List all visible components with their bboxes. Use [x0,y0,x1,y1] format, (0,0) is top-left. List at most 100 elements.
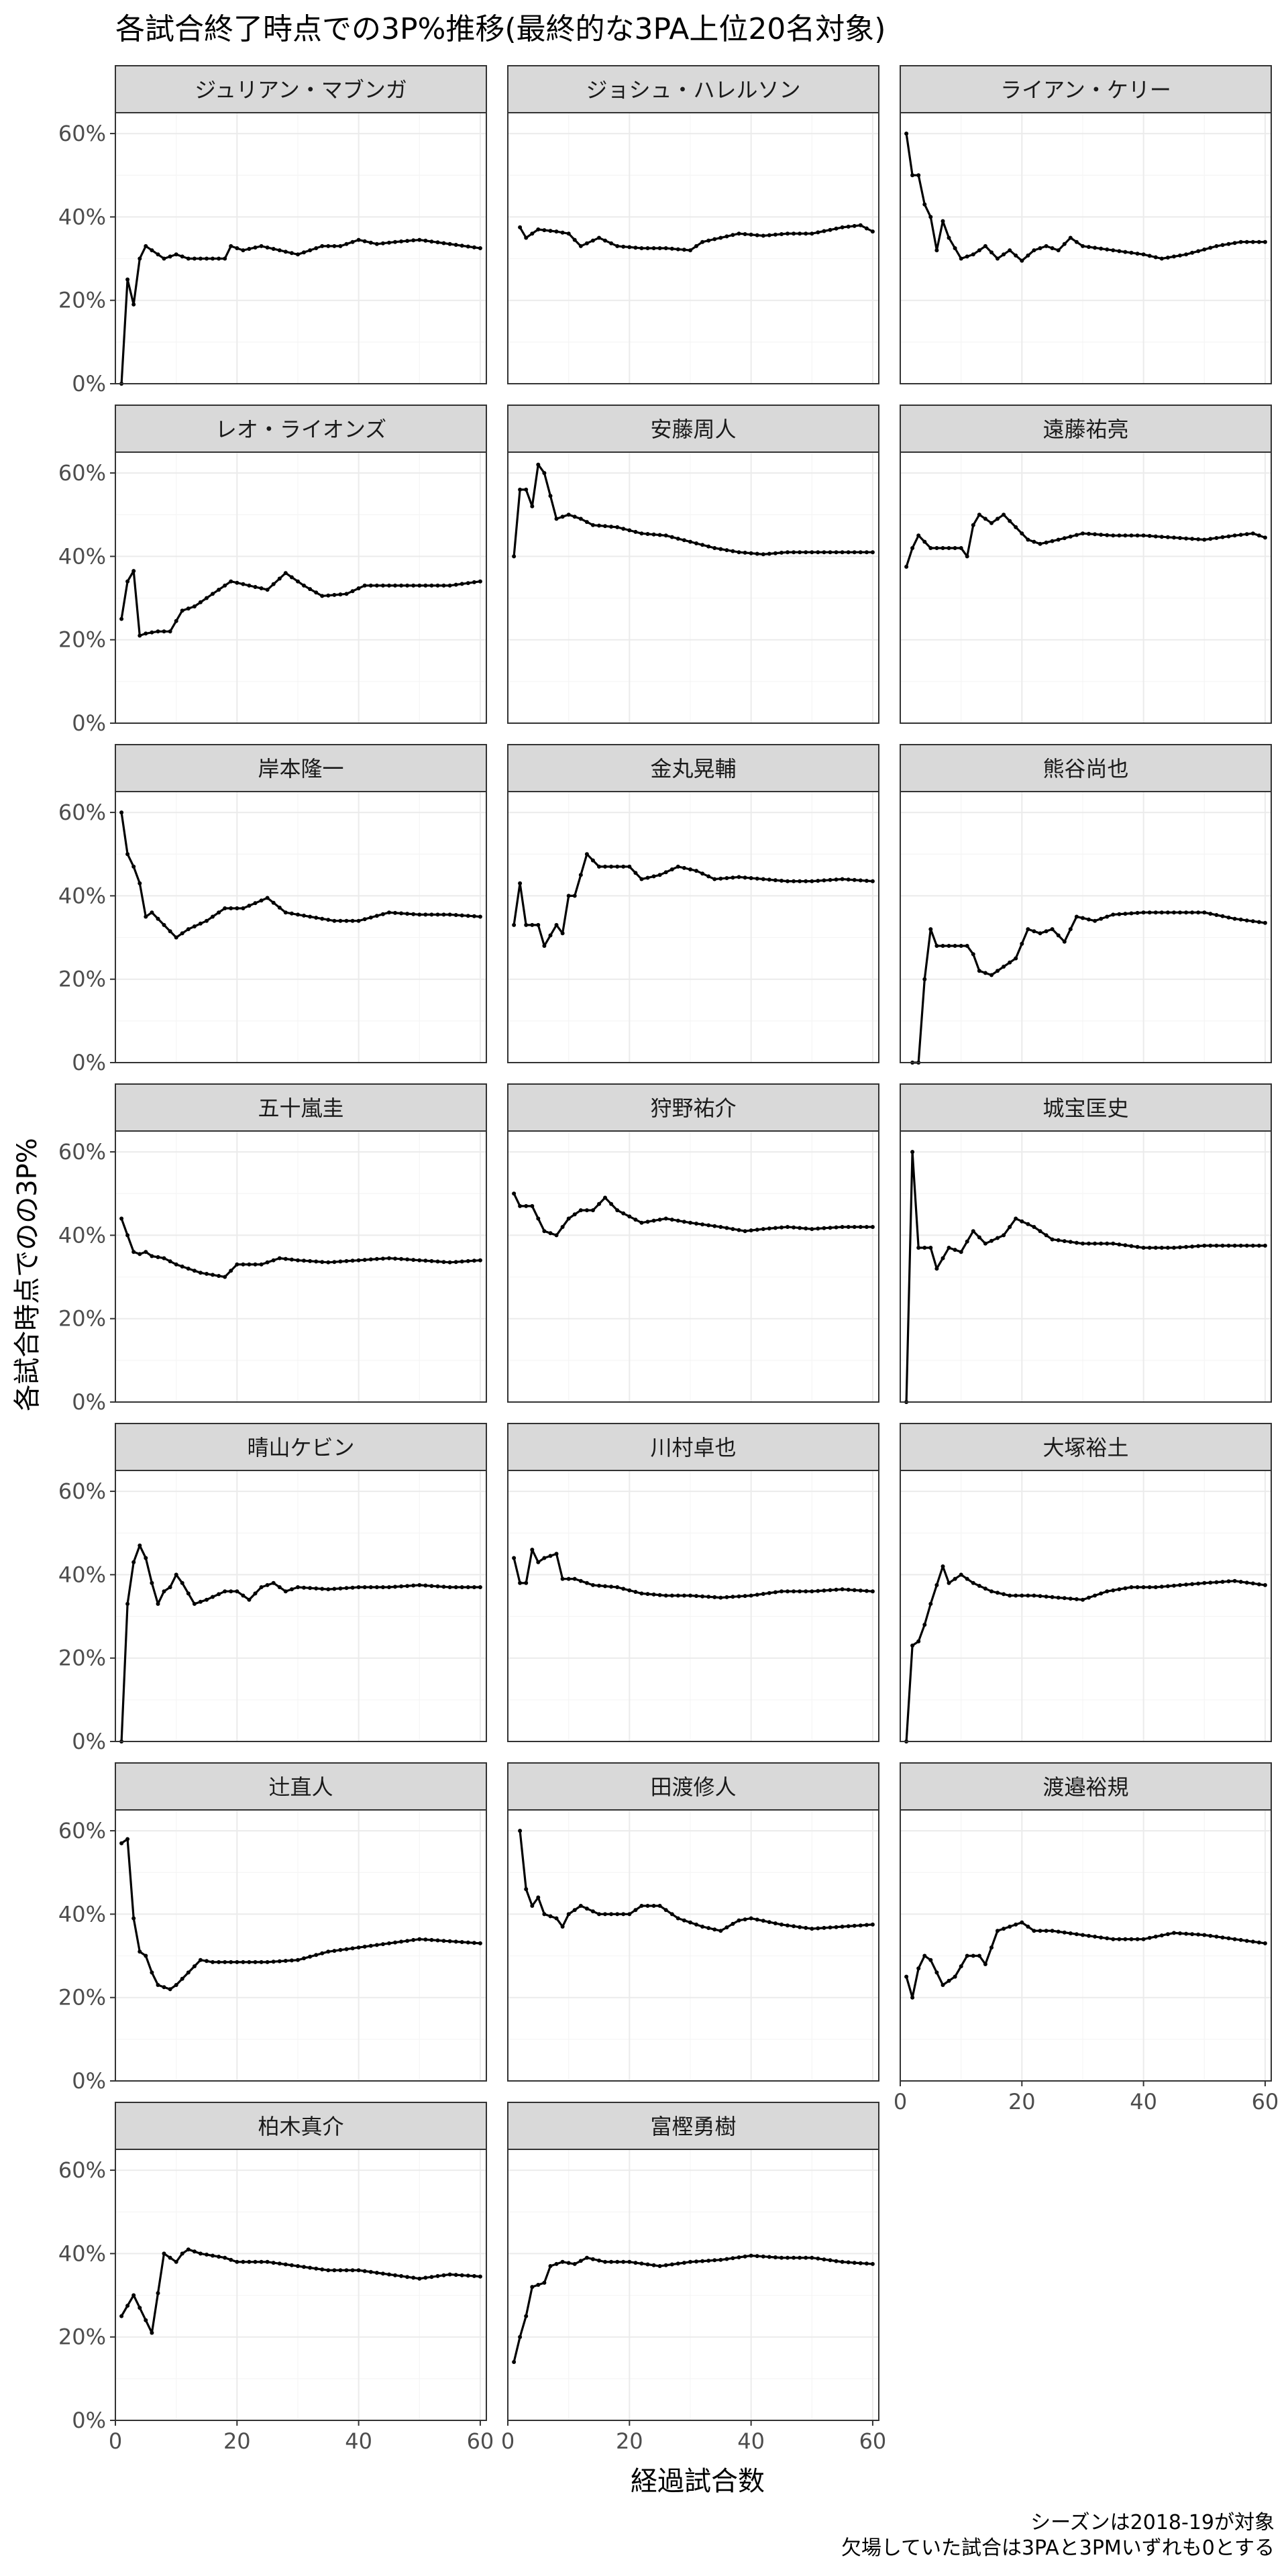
panel-border [507,1130,879,1403]
data-point [694,869,698,873]
data-point [1135,252,1140,256]
data-point [223,1275,227,1279]
data-point [1002,1927,1006,1931]
data-point [731,875,735,880]
data-point [724,1226,729,1230]
data-point [338,592,343,597]
data-point [229,579,233,584]
x-tick-label: 60 [467,2428,494,2454]
panel-border [900,112,1272,384]
data-point [615,1585,620,1589]
facet-panel: 狩野祐介 [507,1083,879,1403]
data-point [393,583,397,588]
data-point [368,583,373,588]
data-point [380,583,385,588]
data-point [399,239,404,244]
data-point [996,1591,1000,1595]
data-point [1050,246,1055,250]
data-point [743,2254,747,2259]
data-point [1214,1934,1219,1939]
data-point [174,619,178,623]
data-point [615,1208,620,1213]
data-point [393,1256,397,1261]
data-point [627,245,632,250]
data-point [651,1592,656,1597]
data-point [423,238,428,243]
data-point [1165,910,1170,915]
data-point [441,1585,446,1589]
data-point [1196,1932,1201,1937]
data-point [512,1556,517,1560]
data-point [1147,1935,1152,1940]
data-point [718,547,723,551]
data-point [253,901,258,906]
data-point [597,1201,601,1206]
data-point [816,879,820,883]
data-point [131,2293,136,2298]
data-point [138,2306,142,2310]
data-point [615,2259,620,2264]
data-point [380,241,385,246]
data-point [731,233,735,237]
data-point [700,1925,705,1929]
data-point [217,1960,221,1964]
data-point [1238,533,1243,537]
data-point [1256,920,1261,924]
data-point [1135,533,1140,538]
data-point [578,1578,583,1583]
y-tick-label: 0% [72,371,106,396]
data-point [977,1584,981,1588]
data-point [1141,533,1146,538]
data-point [460,1259,464,1264]
data-point [1244,532,1249,537]
data-point [1172,1931,1176,1935]
data-point [542,944,547,948]
data-point [822,1589,826,1593]
data-point [822,1925,826,1930]
data-point [411,238,416,243]
data-point [590,1909,595,1914]
data-point [786,2255,790,2260]
data-point [1159,910,1164,915]
data-point [870,1589,875,1594]
data-point [1002,1592,1006,1597]
data-point [560,931,565,936]
data-point [1135,1244,1140,1249]
data-point [822,550,826,555]
panel-border [507,1809,879,2082]
data-point [223,906,227,910]
data-point [1165,1584,1170,1589]
data-point [1026,927,1030,932]
data-point [259,1960,264,1964]
data-point [536,462,541,467]
data-point [852,1923,857,1928]
data-point [761,1592,765,1596]
panel-background [508,1131,879,1402]
data-point [828,1925,833,1930]
data-point [192,604,197,608]
data-point [922,539,927,544]
data-point [387,2272,391,2277]
data-point [374,583,379,588]
data-point [326,1587,331,1592]
data-point [271,1960,276,1964]
data-point [712,1224,717,1228]
data-point [572,1212,577,1217]
data-point [453,913,458,917]
data-point [858,2261,863,2265]
data-point [834,2259,839,2263]
data-point [1202,910,1207,915]
data-point [399,911,404,916]
data-point [393,1585,397,1589]
data-point [1256,1243,1261,1248]
data-point [1184,1582,1189,1587]
data-point [615,864,620,869]
data-point [174,2259,178,2264]
data-point [1226,1936,1231,1941]
data-point [645,875,650,880]
data-point [460,2273,464,2277]
data-point [265,588,270,592]
data-point [205,1597,209,1602]
data-point [235,906,239,910]
data-point [852,877,857,882]
